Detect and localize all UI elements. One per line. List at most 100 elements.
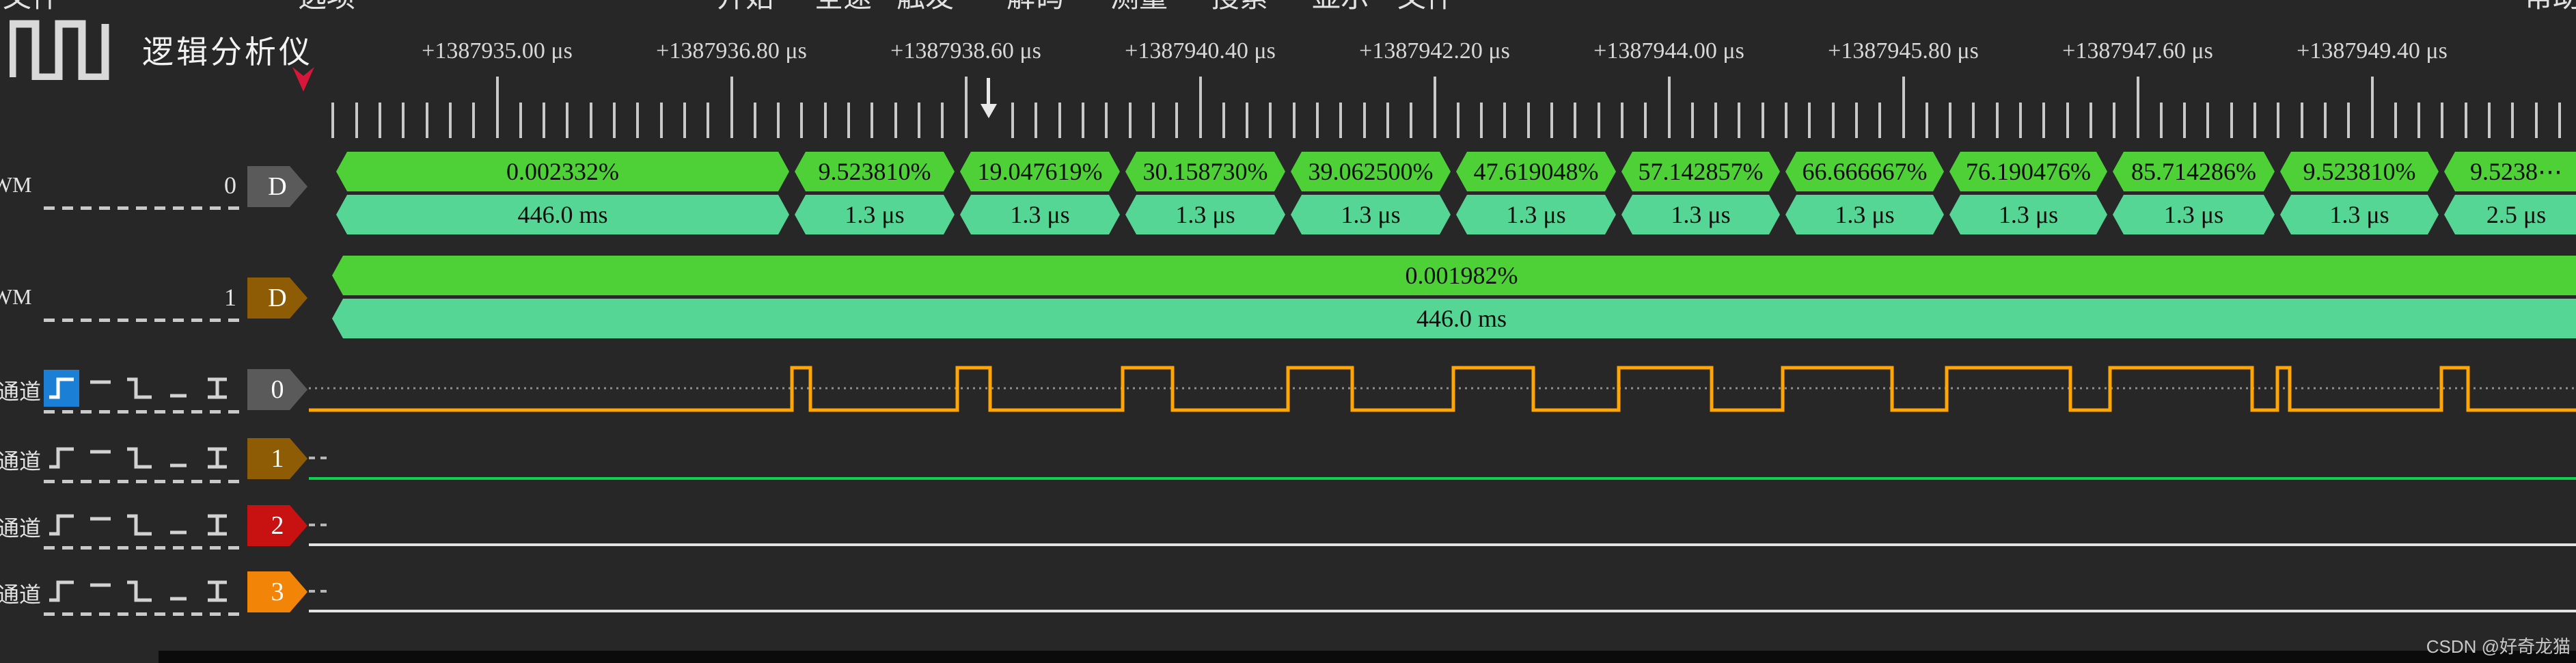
duty-cycle-segment: 30.158730% xyxy=(1125,152,1285,191)
ruler-minor-tick xyxy=(1808,103,1811,138)
ruler-minor-tick xyxy=(1128,103,1132,138)
trigger-position-marker-arrow-icon[interactable] xyxy=(981,104,997,118)
divider xyxy=(44,612,243,616)
pulse-width-segment: 446.0 ms xyxy=(332,299,2576,338)
ruler-major-tick xyxy=(730,77,733,138)
rising-edge-trigger-icon[interactable] xyxy=(44,573,79,610)
channel-number: 2 xyxy=(271,511,284,540)
ruler-minor-tick xyxy=(1550,103,1553,138)
falling-edge-trigger-icon[interactable] xyxy=(122,573,157,610)
low-level-trigger-icon[interactable] xyxy=(161,370,196,407)
high-level-trigger-icon[interactable] xyxy=(83,573,118,610)
either-edge-trigger-icon[interactable] xyxy=(200,573,235,610)
ruler-minor-tick xyxy=(707,103,710,138)
toolbar-start[interactable]: 开始 xyxy=(717,0,774,14)
ruler-minor-tick xyxy=(1246,103,1249,138)
toolbar-search[interactable]: 搜索 xyxy=(1211,0,1268,14)
duty-cycle-segment: 39.062500% xyxy=(1291,152,1451,191)
channel2-label: 通道 xyxy=(0,516,42,541)
falling-edge-trigger-icon[interactable] xyxy=(122,370,157,407)
watermark: CSDN @好奇龙猫 xyxy=(2426,636,2571,657)
falling-edge-trigger-icon[interactable] xyxy=(122,439,157,476)
app-title: 逻辑分析仪 xyxy=(142,35,313,70)
channel-number: 0 xyxy=(271,375,284,404)
ruler-minor-tick xyxy=(402,103,405,138)
capture-start-marker[interactable] xyxy=(292,66,315,92)
ruler-time-label: +1387944.00 μs xyxy=(1593,38,1744,64)
pulse-width-segment: 1.3 μs xyxy=(2280,195,2439,234)
ruler-minor-tick xyxy=(1058,103,1061,138)
ruler-minor-tick xyxy=(1574,103,1577,138)
divider xyxy=(44,480,243,483)
bottom-bar xyxy=(159,651,2576,663)
either-edge-trigger-icon[interactable] xyxy=(200,439,235,476)
toolbar-display[interactable]: 显示 xyxy=(1312,0,1369,14)
channel0-label: 通道 xyxy=(0,379,42,404)
tag-letter: D xyxy=(268,284,287,312)
ruler-major-tick xyxy=(964,77,968,138)
ruler-minor-tick xyxy=(519,103,522,138)
either-edge-trigger-icon[interactable] xyxy=(200,370,235,407)
ruler-time-label: +1387935.00 μs xyxy=(422,38,573,64)
rising-edge-trigger-icon[interactable] xyxy=(44,506,79,543)
ruler-minor-tick xyxy=(2230,103,2233,138)
ruler-time-label: +1387940.40 μs xyxy=(1125,38,1276,64)
divider xyxy=(44,206,243,210)
channel-number: 3 xyxy=(271,578,284,606)
tag-letter: D xyxy=(268,172,287,201)
ruler-minor-tick xyxy=(2323,103,2327,138)
ruler-major-tick xyxy=(1667,77,1671,138)
duty-cycle-segment: 57.142857% xyxy=(1621,152,1780,191)
low-level-trigger-icon[interactable] xyxy=(161,439,196,476)
toolbar-decode[interactable]: 解码 xyxy=(1006,0,1064,14)
ruler-minor-tick xyxy=(355,103,358,138)
ruler-minor-tick xyxy=(2159,103,2163,138)
ruler-minor-tick xyxy=(1878,103,1882,138)
rising-edge-trigger-icon[interactable] xyxy=(44,439,79,476)
duty-cycle-segment: 9.523810% xyxy=(2280,152,2439,191)
low-level-trigger-icon[interactable] xyxy=(161,573,196,610)
ruler-minor-tick xyxy=(2183,103,2187,138)
menu-help[interactable]: 帮助 xyxy=(2524,0,2576,14)
high-level-trigger-icon[interactable] xyxy=(83,370,118,407)
ruler-minor-tick xyxy=(1175,103,1179,138)
rising-edge-trigger-icon[interactable] xyxy=(44,370,79,407)
high-level-trigger-icon[interactable] xyxy=(83,506,118,543)
ruler-minor-tick xyxy=(1854,103,1858,138)
pulse-width-segment: 1.3 μs xyxy=(1621,195,1780,234)
pulse-width-segment: 1.3 μs xyxy=(1785,195,1944,234)
pulse-width-segment: 1.3 μs xyxy=(795,195,955,234)
channel1-label: 通道 xyxy=(0,449,42,474)
trigger-position-marker[interactable] xyxy=(987,78,990,105)
ruler-minor-tick xyxy=(1316,103,1319,138)
pwm0-width-measurements: 446.0 ms 1.3 μs 1.3 μs 1.3 μs 1.3 μs 1.3 μs 1.… xyxy=(0,195,2576,234)
high-level-trigger-icon[interactable] xyxy=(83,439,118,476)
toolbar-measure[interactable]: 测量 xyxy=(1110,0,1168,14)
ruler-minor-tick xyxy=(1925,103,1928,138)
ruler-minor-tick xyxy=(683,103,686,138)
duty-cycle-segment: 0.001982% xyxy=(332,256,2576,295)
menu-options[interactable]: 选项 xyxy=(298,0,355,14)
ruler-minor-tick xyxy=(1410,103,1413,138)
pwm0-duty-measurements: 0.002332% 9.523810% 19.047619% 30.158730% 39… xyxy=(0,152,2576,191)
toolbar-trigger[interactable]: 触发 xyxy=(896,0,954,14)
falling-edge-trigger-icon[interactable] xyxy=(122,506,157,543)
duty-cycle-segment: 9.523810% xyxy=(795,152,955,191)
toolbar-file[interactable]: 文件 xyxy=(1397,0,1455,14)
ruler-minor-tick xyxy=(1526,103,1530,138)
low-level-trigger-icon[interactable] xyxy=(161,506,196,543)
ruler-minor-tick xyxy=(1456,103,1460,138)
ruler-minor-tick xyxy=(379,103,381,138)
ruler-minor-tick xyxy=(823,103,827,138)
either-edge-trigger-icon[interactable] xyxy=(200,506,235,543)
toolbar-fullspeed[interactable]: 全速 xyxy=(814,0,872,14)
ruler-minor-tick xyxy=(331,103,335,138)
channel1-trigger-buttons xyxy=(44,439,238,476)
pulse-width-segment: 1.3 μs xyxy=(1125,195,1285,234)
pwm0-row-index: 0 xyxy=(224,172,236,199)
ruler-major-tick xyxy=(1902,77,1905,138)
menu-file[interactable]: 文件 xyxy=(3,0,60,14)
square-wave-logo-icon xyxy=(10,20,109,80)
